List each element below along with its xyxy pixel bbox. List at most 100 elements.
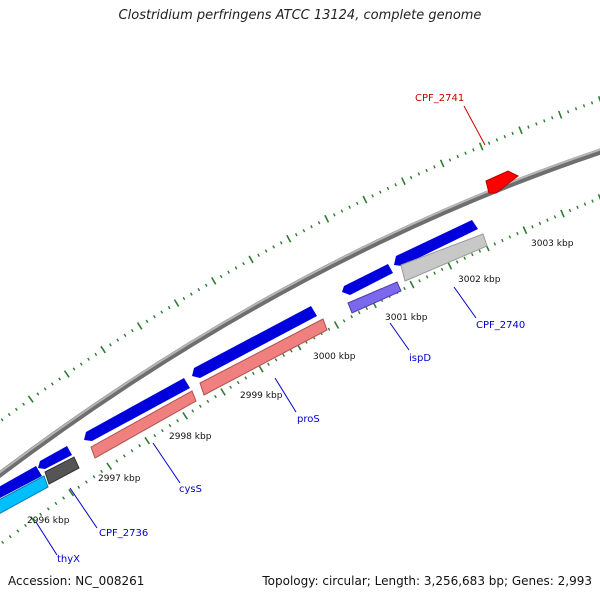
ruler-tick [136,322,143,330]
scale-label: 2999 kbp [240,391,283,401]
ruler-tick [189,292,193,296]
cds-arrow-cpf-2736[interactable] [38,446,72,469]
gene-arrow-cpf-2741[interactable] [485,170,519,194]
scale-label: 2996 kbp [27,516,70,526]
ruler-tick [439,159,445,168]
ruler-tick [294,233,298,237]
ruler-tick [333,213,336,217]
outer-tick-track [0,95,600,422]
ruler-tick [333,321,340,329]
ruler-tick [130,449,134,453]
ruler-tick [79,362,83,366]
ruler-tick [219,274,223,279]
ruler-tick [168,424,172,428]
gene-label-cpf-2740[interactable]: CPF_2740 [476,320,525,331]
gene-label-cpf-2741[interactable]: CPF_2741 [415,93,464,104]
ruler-tick [197,287,201,292]
ruler-tick [583,202,587,206]
ruler-tick [518,126,523,135]
scale-label: 2997 kbp [98,474,141,484]
ruler-tick [310,225,313,229]
ruler-tick [403,286,406,291]
gene-label-cyss[interactable]: cysS [179,484,202,495]
cds-arrow-ispd[interactable] [342,264,393,295]
ruler-tick [279,241,283,245]
cds-arrow-pros[interactable] [192,306,317,378]
ruler-tick [24,523,27,528]
ruler-tick [257,253,260,257]
ruler-tick [478,142,484,151]
gene-bar-pros[interactable] [199,318,328,396]
ruler-tick [425,275,429,279]
ruler-tick [495,138,499,142]
ruler-tick [327,327,331,331]
map-title: Clostridium perfringens ATCC 13124, comp… [118,8,482,23]
ruler-tick [7,412,11,417]
gene-bar-ispd[interactable] [347,281,402,314]
ruler-tick [30,516,37,524]
ruler-tick [167,305,171,310]
ruler-tick [43,387,47,391]
gene-bar-cpf-2740[interactable] [400,233,488,282]
ruler-tick [350,315,353,319]
ruler-tick [236,380,240,385]
ruler-tick [591,199,594,203]
gene-bar-cyss[interactable] [90,390,197,459]
cds-arrow-thyx[interactable] [0,466,42,498]
ruler-tick [87,357,90,361]
ruler-tick [386,186,390,191]
cds-arrow-cyss[interactable] [84,378,190,441]
ruler-tick [355,201,359,206]
ruler-tick [516,231,519,236]
gene-label-thyx[interactable]: thyX [57,554,80,565]
ruler-tick [58,377,61,381]
ruler-tick [357,310,361,315]
ruler-tick [582,104,586,108]
gene-bar-cpf-2736[interactable] [44,456,80,485]
ruler-tick [348,205,351,209]
label-leaders [35,105,486,556]
ruler-tick [173,299,180,307]
leader-cyss [152,442,181,484]
ruler-tick [433,271,436,275]
ruler-tick [503,134,507,139]
ruler-tick [264,249,268,253]
ruler-tick [198,404,202,408]
genome-backbone [0,148,600,479]
ruler-tick [220,388,226,396]
ruler-tick [108,343,112,347]
ruler-tick [538,221,542,226]
accession-text: Accession: NC_008261 [8,574,145,588]
gene-bar-thyx[interactable] [0,475,49,516]
ruler-tick [242,262,245,266]
ruler-tick [493,242,497,246]
ruler-tick [22,402,26,406]
ruler-tick [46,507,50,511]
ruler-tick [72,367,76,371]
genome-backbone-highlight [0,148,600,474]
ruler-tick [8,535,12,539]
ruler-tick [27,395,34,403]
gene-label-cpf-2736[interactable]: CPF_2736 [99,528,148,539]
ruler-tick [54,501,58,506]
ruler-tick [160,428,164,433]
ruler-tick [531,225,534,229]
ruler-tick [597,95,600,103]
ruler-tick [153,433,157,438]
gene-label-ispd[interactable]: ispD [409,353,431,364]
ruler-tick [557,110,563,119]
ruler-tick [417,172,421,176]
ruler-tick [324,214,330,223]
ruler-tick [248,255,254,264]
ruler-tick [447,261,453,270]
ruler-tick [371,194,374,198]
gene-label-pros[interactable]: proS [297,414,320,425]
cds-arrow-cpf-2740[interactable] [394,220,478,266]
ruler-tick [463,256,467,260]
ruler-tick [302,229,306,233]
ruler-tick [574,107,578,111]
genome-summary-text: Topology: circular; Length: 3,256,683 bp… [262,574,592,588]
ruler-tick [289,349,293,353]
